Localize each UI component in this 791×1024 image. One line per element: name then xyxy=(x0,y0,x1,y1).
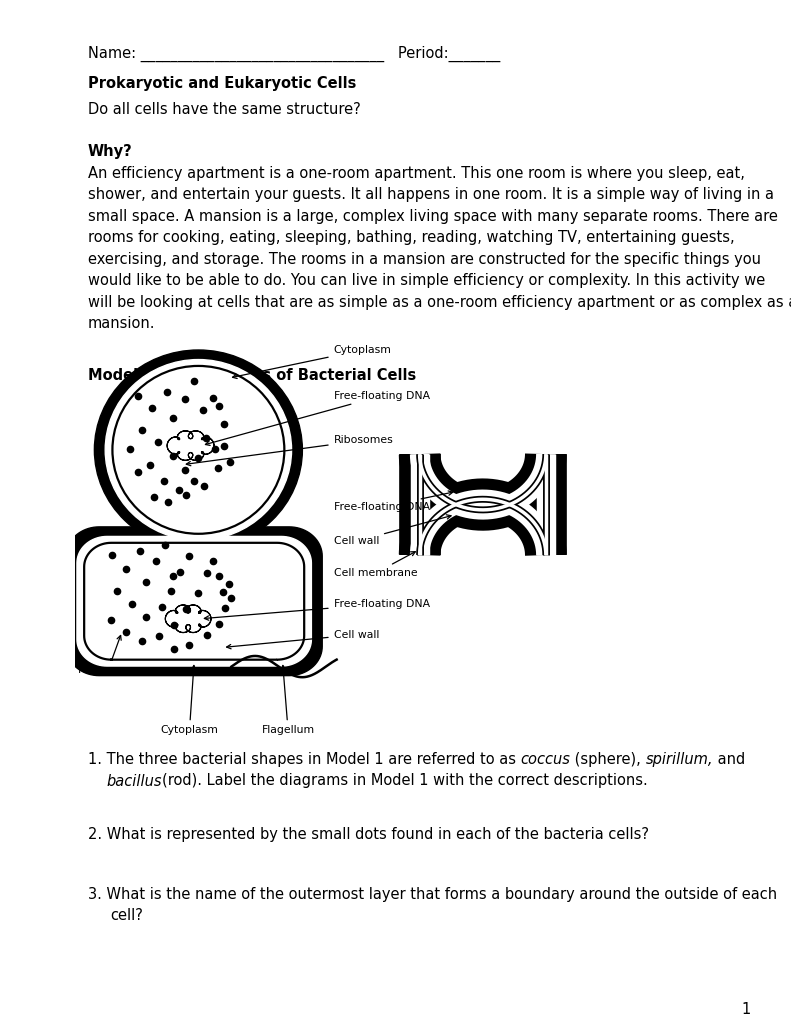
Ellipse shape xyxy=(105,359,292,541)
Text: Why?: Why? xyxy=(88,144,133,159)
Text: shower, and entertain your guests. It all happens in one room. It is a simple wa: shower, and entertain your guests. It al… xyxy=(88,187,774,202)
Polygon shape xyxy=(92,550,297,652)
Text: 1. The three bacterial shapes in Model 1 are referred to as: 1. The three bacterial shapes in Model 1… xyxy=(88,752,520,767)
Text: Free-floating DNA: Free-floating DNA xyxy=(204,599,430,621)
Text: and: and xyxy=(713,752,746,767)
Text: Free-floating DNA: Free-floating DNA xyxy=(206,391,430,445)
Text: Model 1 – Three Types of Bacterial Cells: Model 1 – Three Types of Bacterial Cells xyxy=(88,368,416,383)
Text: cell?: cell? xyxy=(110,908,143,924)
Text: Cytoplasm: Cytoplasm xyxy=(233,345,392,379)
Text: 1: 1 xyxy=(741,1002,750,1017)
Text: 3. What is the name of the outermost layer that forms a boundary around the outs: 3. What is the name of the outermost lay… xyxy=(88,887,777,902)
Text: Cell membrane: Cell membrane xyxy=(334,552,418,579)
Text: bacillus: bacillus xyxy=(107,773,162,788)
Text: coccus: coccus xyxy=(520,752,570,767)
Text: Name: _________________________________   Period:_______: Name: _________________________________ … xyxy=(88,46,500,62)
Text: Ribosomes: Ribosomes xyxy=(78,636,138,675)
Polygon shape xyxy=(66,527,322,676)
Ellipse shape xyxy=(121,374,276,526)
Text: (rod). Label the diagrams in Model 1 with the correct descriptions.: (rod). Label the diagrams in Model 1 wit… xyxy=(162,773,648,788)
Text: Cytoplasm: Cytoplasm xyxy=(161,666,218,735)
Text: exercising, and storage. The rooms in a mansion are constructed for the specific: exercising, and storage. The rooms in a … xyxy=(88,252,761,266)
Text: An efficiency apartment is a one-room apartment. This one room is where you slee: An efficiency apartment is a one-room ap… xyxy=(88,166,745,180)
Text: Cell wall: Cell wall xyxy=(334,515,451,546)
Text: Cell wall: Cell wall xyxy=(226,630,379,649)
Text: will be looking at cells that are as simple as a one-room efficiency apartment o: will be looking at cells that are as sim… xyxy=(88,295,791,309)
Text: mansion.: mansion. xyxy=(88,316,156,331)
Text: Do all cells have the same structure?: Do all cells have the same structure? xyxy=(88,102,361,117)
Text: small space. A mansion is a large, complex living space with many separate rooms: small space. A mansion is a large, compl… xyxy=(88,209,778,223)
Text: Flagellum: Flagellum xyxy=(262,666,315,735)
Text: rooms for cooking, eating, sleeping, bathing, reading, watching TV, entertaining: rooms for cooking, eating, sleeping, bat… xyxy=(88,230,735,245)
Text: 2. What is represented by the small dots found in each of the bacteria cells?: 2. What is represented by the small dots… xyxy=(88,827,649,842)
Text: would like to be able to do. You can live in simple efficiency or complexity. In: would like to be able to do. You can liv… xyxy=(88,273,765,288)
Text: spirillum,: spirillum, xyxy=(646,752,713,767)
Polygon shape xyxy=(77,537,312,666)
Text: Free-floating DNA: Free-floating DNA xyxy=(334,490,452,512)
Text: (sphere),: (sphere), xyxy=(570,752,646,767)
Text: Ribosomes: Ribosomes xyxy=(187,435,393,466)
Text: Prokaryotic and Eukaryotic Cells: Prokaryotic and Eukaryotic Cells xyxy=(88,76,357,91)
Ellipse shape xyxy=(94,350,302,550)
